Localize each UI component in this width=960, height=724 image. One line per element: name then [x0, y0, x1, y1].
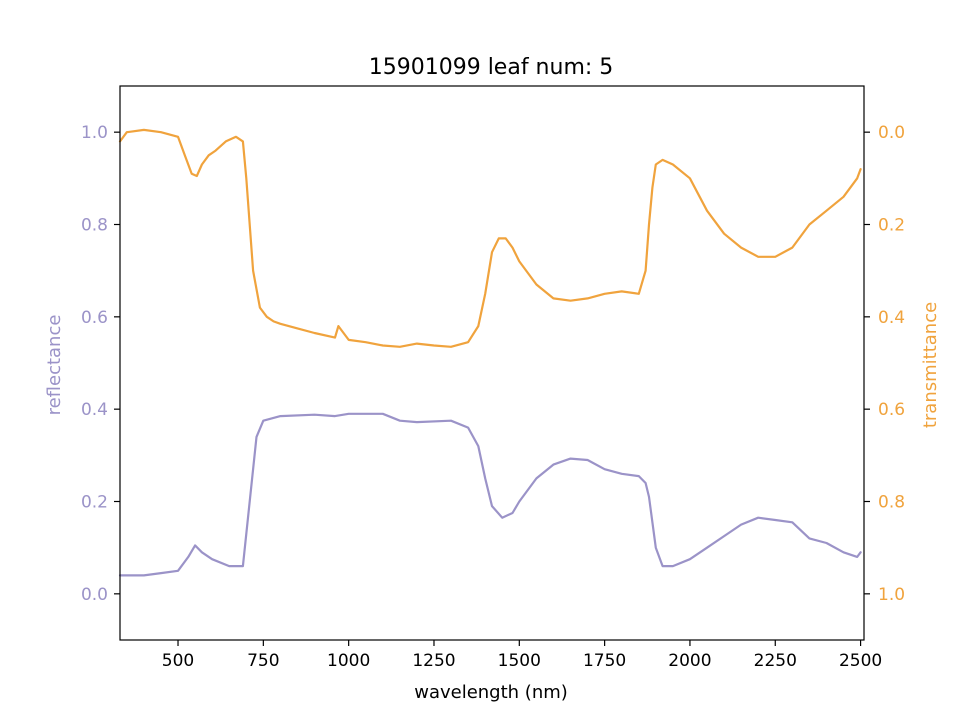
x-axis-label: wavelength (nm) [414, 682, 568, 703]
x-tick-label: 1250 [412, 651, 455, 671]
y-right-tick-label: 0.8 [878, 493, 905, 513]
x-tick-label: 1500 [498, 651, 541, 671]
y-right-tick-label: 0.2 [878, 216, 905, 236]
chart-marks [118, 128, 862, 577]
chart-title: 15901099 leaf num: 5 [369, 55, 614, 80]
y-left-tick-label: 0.4 [81, 400, 108, 420]
transmittance-line [118, 128, 862, 348]
x-tick-label: 2000 [668, 651, 711, 671]
x-tick-label: 2250 [754, 651, 797, 671]
plot-frame [119, 85, 865, 641]
y-left-tick-label: 1.0 [81, 123, 108, 143]
x-tick-label: 1750 [583, 651, 626, 671]
y-left-tick-label: 0.6 [81, 308, 108, 328]
x-tick-label: 500 [162, 651, 194, 671]
reflectance-line [118, 412, 862, 577]
y-left-tick-label: 0.0 [81, 585, 108, 605]
chart-axes: 500 750 1000 1250 1500 1750 2000 2250 2500 0.0 0.2… [81, 123, 905, 671]
y-right-tick-label: 0.4 [878, 308, 905, 328]
y-left-tick-label: 0.8 [81, 216, 108, 236]
x-tick-label: 750 [247, 651, 279, 671]
y-axis-label-right: transmittance [920, 302, 941, 428]
x-tick-label: 2500 [839, 651, 882, 671]
y-right-tick-label: 0.0 [878, 123, 905, 143]
y-right-tick-label: 0.6 [878, 400, 905, 420]
x-tick-label: 1000 [327, 651, 370, 671]
y-left-tick-label: 0.2 [81, 493, 108, 513]
y-right-tick-label: 1.0 [878, 585, 905, 605]
y-axis-label-left: reflectance [44, 315, 65, 416]
